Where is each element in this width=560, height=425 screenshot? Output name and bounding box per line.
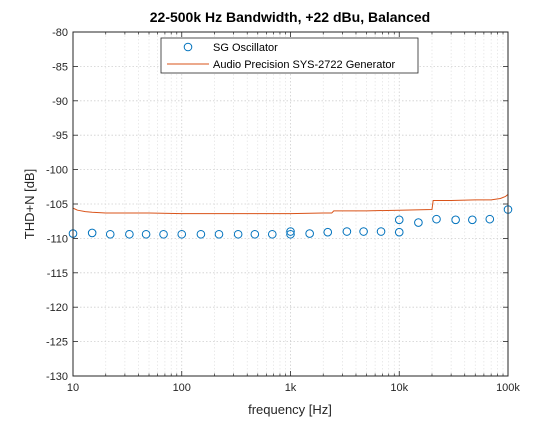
data-point-sg-oscillator: [485, 214, 495, 224]
data-point-sg-oscillator: [214, 229, 224, 239]
legend-marker-sg-oscillator: [183, 42, 193, 52]
legend-label-ap-generator: Audio Precision SYS-2722 Generator: [213, 59, 396, 71]
data-point-sg-oscillator: [394, 227, 404, 237]
y-tick-label: -85: [52, 61, 68, 73]
x-tick-label: 1k: [285, 382, 297, 394]
data-point-sg-oscillator: [125, 229, 134, 239]
x-tick-label: 100: [173, 382, 191, 394]
y-tick-label: -95: [52, 130, 68, 142]
data-point-sg-oscillator: [359, 227, 368, 236]
data-point-sg-oscillator: [250, 229, 260, 239]
ticks: [72, 31, 509, 377]
x-axis-label: frequency [Hz]: [248, 402, 332, 417]
y-tick-label: -125: [46, 337, 68, 349]
data-point-sg-oscillator: [196, 229, 206, 239]
series-layer: [68, 193, 513, 239]
data-point-sg-oscillator: [87, 228, 97, 238]
data-point-sg-oscillator: [323, 227, 333, 237]
legend-label-sg-oscillator: SG Oscillator: [213, 42, 278, 54]
data-point-sg-oscillator: [141, 229, 151, 239]
data-point-sg-oscillator: [177, 229, 187, 239]
data-point-sg-oscillator: [105, 229, 115, 239]
y-tick-label: -90: [52, 96, 68, 108]
x-tick-label: 10: [67, 382, 79, 394]
x-tick-label: 100k: [496, 382, 520, 394]
data-point-sg-oscillator: [305, 229, 314, 238]
data-point-sg-oscillator: [394, 215, 404, 225]
data-point-sg-oscillator: [159, 229, 168, 239]
data-point-sg-oscillator: [342, 227, 352, 236]
data-point-sg-oscillator: [376, 227, 386, 236]
y-tick-label: -80: [52, 27, 68, 39]
y-tick-label: -120: [46, 302, 68, 314]
y-tick-label: -130: [46, 371, 68, 383]
data-point-sg-oscillator: [286, 227, 295, 236]
y-tick-label: -110: [47, 233, 68, 245]
data-point-sg-oscillator: [267, 229, 277, 239]
data-point-sg-oscillator: [414, 218, 423, 227]
y-tick-label: -115: [47, 268, 68, 280]
data-point-sg-oscillator: [233, 229, 243, 239]
data-point-sg-oscillator: [286, 229, 295, 239]
chart-title: 22-500k Hz Bandwidth, +22 dBu, Balanced: [150, 9, 430, 25]
y-tick-label: -100: [46, 165, 68, 177]
data-point-sg-oscillator: [468, 215, 477, 225]
legend-box: [160, 37, 419, 74]
y-tick-label: -105: [46, 199, 68, 211]
data-point-sg-oscillator: [451, 215, 460, 225]
legend: SG Oscillator Audio Precision SYS-2722 G…: [160, 37, 419, 74]
tick-labels: 10 100 1k 10k 100k -80 -85 -90 -95 -100 -105 -110 -1…: [46, 27, 520, 394]
series-line-ap-generator: [72, 193, 509, 215]
x-tick-label: 10k: [390, 382, 408, 394]
data-point-sg-oscillator: [432, 214, 441, 224]
y-axis-label: THD+N [dB]: [22, 169, 37, 239]
